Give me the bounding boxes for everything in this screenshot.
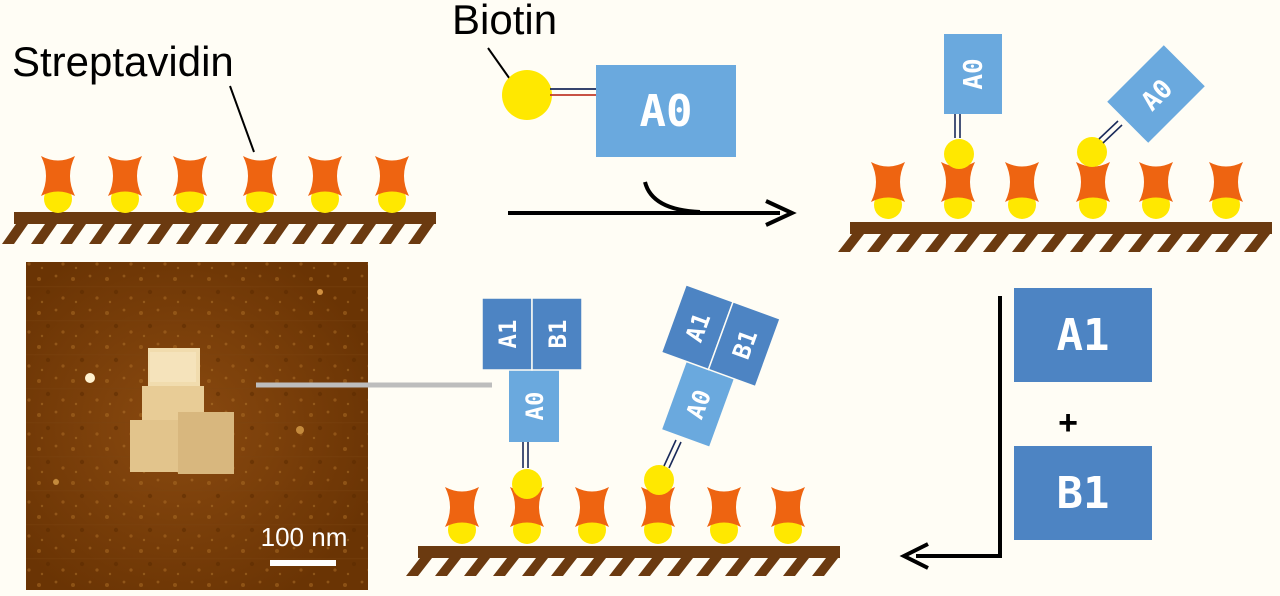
streptavidin-unit — [375, 156, 409, 213]
assembly-upright: A0 A1 B1 — [481, 297, 583, 442]
scale-bar-label: 100 nm — [261, 522, 348, 552]
linker — [522, 442, 529, 468]
biotin-label: Biotin — [452, 0, 557, 43]
scale-bar — [270, 560, 336, 566]
streptavidin-unit — [173, 156, 207, 213]
streptavidin-label: Streptavidin — [12, 38, 234, 85]
linker — [663, 439, 682, 469]
assembly-tilted: A0 A1 B1 — [660, 283, 782, 447]
biotin-molecule — [502, 70, 552, 120]
tile-a0-label: A0 — [640, 86, 693, 137]
tile-a0-free: A0 — [596, 65, 736, 157]
streptavidin-unit — [1076, 162, 1110, 219]
streptavidin-leader-line — [229, 85, 255, 153]
bound-biotin — [1077, 137, 1107, 167]
streptavidin-unit — [707, 487, 741, 544]
tile-a0-label: A0 — [959, 58, 989, 89]
tile-a1-free: A1 — [1014, 288, 1152, 382]
streptavidin-unit — [108, 156, 142, 213]
streptavidin-unit — [1139, 162, 1173, 219]
bound-biotin — [512, 469, 542, 499]
streptavidin-unit — [308, 156, 342, 213]
tile-a0-bound-upright: A0 — [944, 34, 1002, 114]
streptavidin-group-bottom — [445, 487, 805, 544]
panel-assembled: A0 A1 B1 A0 A1 B1 — [406, 283, 840, 576]
streptavidin-unit — [771, 487, 805, 544]
tile-a1-label: A1 — [494, 320, 522, 349]
streptavidin-unit — [243, 156, 277, 213]
linker — [1098, 120, 1123, 144]
biotin-leader-line — [487, 47, 513, 83]
bound-biotin — [644, 465, 674, 495]
tile-a1-assembled: A1 — [660, 283, 735, 371]
streptavidin-unit — [41, 156, 75, 213]
afm-tile-structure — [130, 348, 234, 474]
plus-sign: + — [1058, 404, 1078, 442]
tile-a1-assembled: A1 — [481, 297, 533, 371]
surface-top-left — [2, 212, 436, 244]
tile-b1-assembled: B1 — [531, 297, 583, 371]
streptavidin-unit — [941, 162, 975, 219]
tile-a0-bound-tilted: A0 — [1107, 45, 1205, 143]
panel-biotin-a0: Biotin A0 — [452, 0, 797, 227]
streptavidin-unit — [445, 487, 479, 544]
return-arrow — [899, 296, 1002, 570]
streptavidin-unit — [1209, 162, 1243, 219]
tile-a0-label: A0 — [521, 392, 549, 421]
streptavidin-unit — [871, 162, 905, 219]
surface-bottom — [406, 546, 840, 576]
afm-image: 100 nm — [26, 262, 368, 590]
streptavidin-unit — [1005, 162, 1039, 219]
tile-a1-label: A1 — [1057, 310, 1110, 361]
tile-a0-assembled: A0 — [662, 361, 734, 447]
streptavidin-unit — [641, 487, 675, 544]
tile-b1-assembled: B1 — [707, 300, 782, 388]
streptavidin-unit — [575, 487, 609, 544]
surface-top-right — [838, 222, 1272, 252]
linker — [954, 114, 961, 138]
tile-b1-free: B1 — [1014, 446, 1152, 540]
tile-a0-assembled: A0 — [509, 370, 559, 442]
linker — [550, 88, 598, 96]
binding-arrow — [508, 181, 797, 227]
panel-a0-bound: A0 A0 — [838, 34, 1272, 252]
streptavidin-group-top-right — [871, 162, 1243, 219]
panel-streptavidin-surface: Streptavidin — [2, 38, 436, 244]
bound-biotin — [944, 139, 974, 169]
tile-b1-label: B1 — [544, 320, 572, 349]
streptavidin-unit — [510, 487, 544, 544]
streptavidin-group-top-left — [41, 156, 409, 213]
tile-b1-label: B1 — [1057, 468, 1110, 519]
panel-add-a1-b1: A1 + B1 — [899, 288, 1152, 570]
